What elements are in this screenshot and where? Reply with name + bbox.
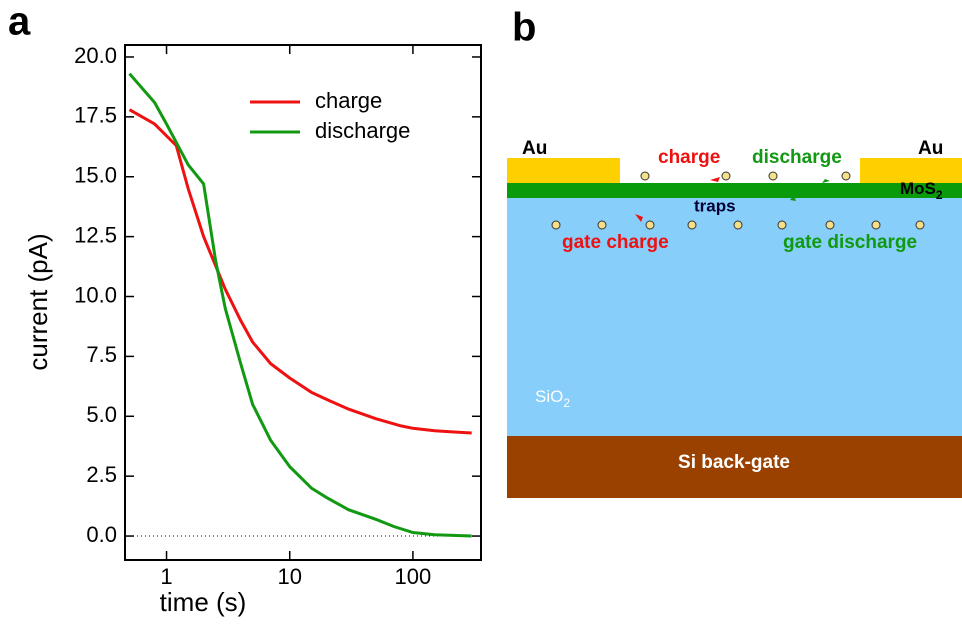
y-tick-label: 17.5 (74, 103, 117, 128)
label: SiO (535, 387, 563, 406)
plot-area: 0.0 2.5 5.0 7.5 10.0 12.5 15.0 17.5 20.0 1 10 100 ch… (74, 43, 482, 589)
label: gate charge (562, 232, 669, 253)
y-tick-label: 10.0 (74, 282, 117, 307)
subscript: 2 (563, 396, 570, 410)
label: gate discharge (783, 232, 917, 253)
y-tick-label: 5.0 (86, 402, 117, 427)
series-line (128, 72, 472, 538)
x-axis-title: time (s) (160, 587, 247, 617)
y-axis-title: current (pA) (23, 233, 53, 370)
label: MoS2 (900, 179, 943, 202)
plot-frame (124, 44, 482, 561)
label: Si back-gate (678, 452, 790, 473)
arrow (822, 179, 830, 183)
x-tick-label: 10 (277, 564, 301, 589)
y-tick-label: 20.0 (74, 43, 117, 68)
traps (551, 171, 925, 230)
legend-label: charge (315, 88, 382, 113)
legend-label: discharge (315, 118, 410, 143)
x-tick-label: 100 (395, 564, 432, 589)
y-tick-label: 12.5 (74, 222, 117, 247)
subscript: 2 (936, 188, 943, 202)
arrow (790, 195, 796, 201)
label: discharge (752, 147, 842, 168)
series-line (128, 108, 472, 435)
si-layer (507, 436, 962, 498)
y-tick-label: 2.5 (86, 462, 117, 487)
label: traps (694, 196, 736, 215)
arrow (710, 177, 720, 182)
label: charge (658, 147, 720, 168)
y-tick-label: 0.0 (86, 522, 117, 547)
y-tick-label: 15.0 (74, 163, 117, 188)
label: MoS (900, 179, 936, 198)
sio2-layer (507, 198, 962, 436)
mos2-layer (507, 183, 962, 198)
device-diagram: Au Au charge discharge MoS2 traps gate c… (507, 138, 962, 498)
label: SiO2 (535, 387, 570, 410)
au-pad (860, 158, 962, 183)
au-pad (507, 158, 620, 183)
label: Au (522, 138, 547, 159)
x-tick-label: 1 (160, 564, 172, 589)
panel-label: b (512, 6, 536, 50)
label: Au (918, 138, 943, 159)
y-tick-label: 7.5 (86, 342, 117, 367)
arrow (635, 214, 643, 222)
panel-label: a (8, 0, 31, 44)
